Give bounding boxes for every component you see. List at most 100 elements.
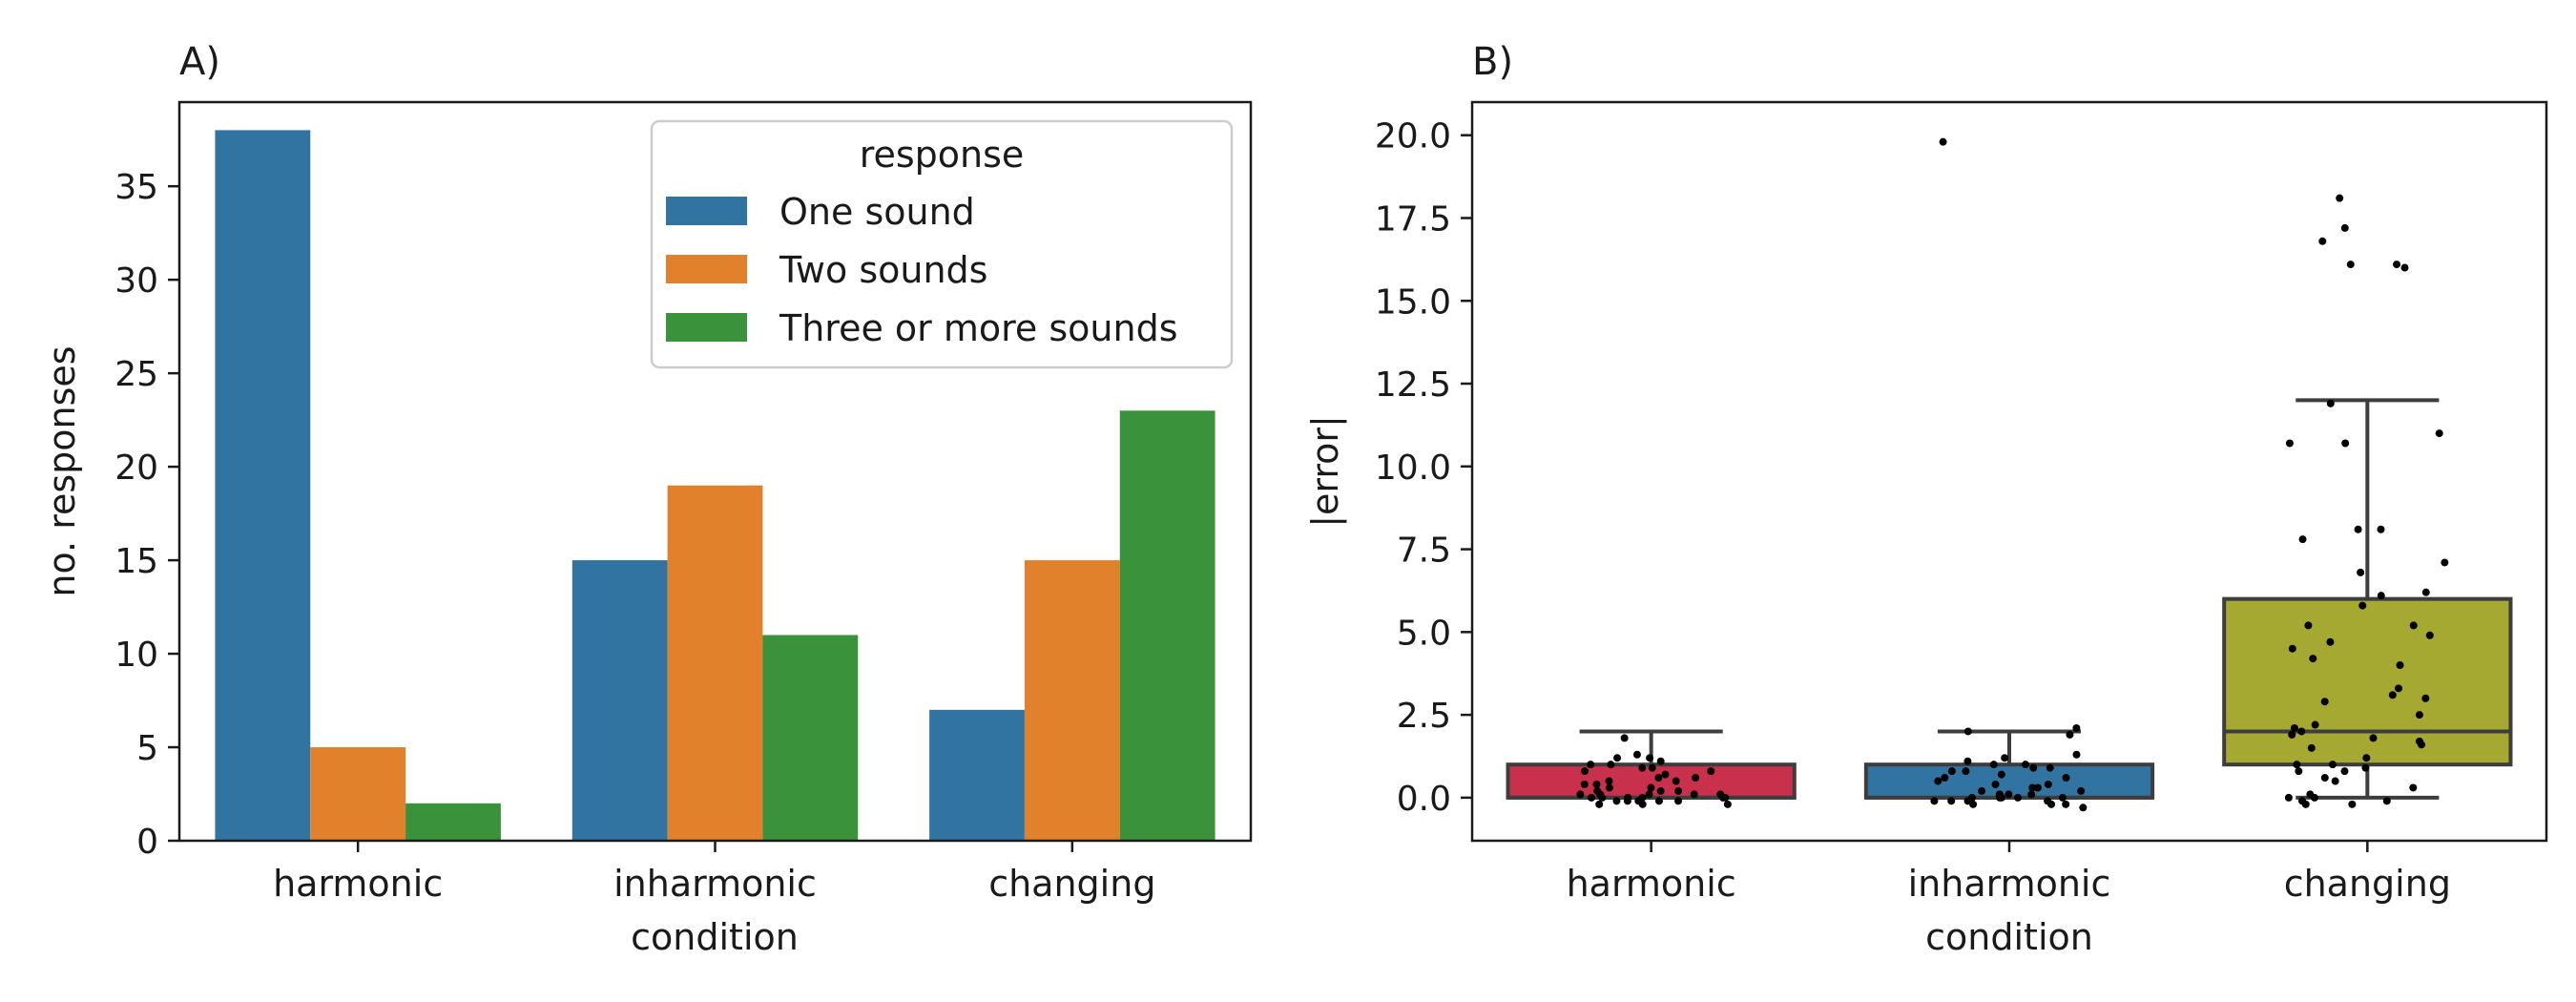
point-inharmonic	[2079, 804, 2088, 812]
point-harmonic	[1654, 774, 1663, 783]
point-changing	[2320, 774, 2329, 783]
bar-inharmonic-two-sounds	[667, 485, 763, 841]
point-changing	[2415, 711, 2423, 720]
legend-swatch-two-sounds	[666, 255, 747, 283]
y-tick-label: 10	[114, 636, 158, 675]
y-tick-label: 10.0	[1375, 449, 1451, 488]
point-inharmonic	[2005, 790, 2013, 799]
legend-swatch-one-sound	[666, 197, 747, 225]
point-changing	[2418, 741, 2426, 749]
point-harmonic	[1648, 763, 1656, 772]
point-changing	[2310, 793, 2318, 802]
bar-changing-two-sounds	[1024, 560, 1120, 841]
point-changing	[2328, 761, 2337, 769]
point-harmonic	[1576, 790, 1585, 799]
point-inharmonic	[1941, 774, 1949, 783]
bar-inharmonic-one-sound	[571, 560, 668, 841]
point-harmonic	[1588, 793, 1596, 802]
point-harmonic	[1692, 774, 1700, 783]
x-tick-label: inharmonic	[613, 863, 817, 905]
point-changing	[2441, 558, 2449, 567]
point-inharmonic	[1947, 797, 1956, 805]
bar-changing-three-or-more-sounds	[1119, 410, 1215, 841]
y-tick-label: 20	[114, 449, 158, 488]
point-changing	[2285, 439, 2294, 448]
point-harmonic	[1581, 767, 1589, 776]
bar-harmonic-three-or-more-sounds	[405, 803, 501, 841]
panel-b-x-axis-label: condition	[1925, 916, 2093, 958]
point-harmonic	[1620, 734, 1629, 742]
point-harmonic	[1605, 777, 1613, 785]
point-harmonic	[1718, 793, 1727, 802]
panel-a-x-axis-label: condition	[631, 916, 799, 958]
point-changing	[2421, 694, 2430, 702]
point-inharmonic	[1997, 770, 2005, 779]
point-changing	[2295, 767, 2303, 776]
point-changing	[2341, 439, 2350, 448]
point-inharmonic	[1947, 767, 1956, 776]
point-changing	[2297, 727, 2306, 736]
y-tick-label: 12.5	[1375, 365, 1451, 405]
point-harmonic	[1623, 797, 1631, 805]
point-harmonic	[1646, 754, 1654, 762]
point-changing	[2288, 730, 2296, 739]
point-changing	[2301, 800, 2310, 808]
point-inharmonic	[1963, 727, 1972, 736]
point-inharmonic	[2028, 783, 2037, 792]
y-tick-label: 20.0	[1375, 117, 1451, 157]
point-harmonic	[1638, 800, 1647, 808]
point-changing	[2377, 592, 2385, 600]
y-tick-label: 15.0	[1375, 282, 1451, 322]
bar-harmonic-one-sound	[215, 130, 311, 842]
point-changing	[2288, 644, 2296, 653]
point-changing	[2290, 723, 2298, 732]
point-harmonic	[1598, 793, 1607, 802]
point-harmonic	[1638, 763, 1647, 772]
point-inharmonic	[2066, 730, 2074, 739]
panel-b-box-plot: B) 0.0 2.5 5.0 7.5 10.0 12.5 15.0 17.5 20.0 harm…	[1304, 40, 2548, 958]
point-inharmonic	[1939, 137, 1947, 146]
bar-inharmonic-three-or-more-sounds	[762, 635, 859, 841]
point-changing	[2309, 655, 2317, 663]
panel-b-y-axis-label: |error|	[1304, 415, 1347, 528]
legend-swatch-three-or-more-sounds	[666, 313, 747, 342]
x-tick-label: harmonic	[273, 863, 443, 905]
point-changing	[2409, 783, 2418, 792]
point-inharmonic	[2029, 763, 2038, 772]
point-changing	[2284, 793, 2293, 802]
point-changing	[2298, 535, 2307, 544]
panel-a-y-ticks: 0 5 10 15 20 25 30 35	[114, 168, 179, 862]
point-harmonic	[1674, 797, 1683, 805]
point-inharmonic	[1991, 780, 2000, 788]
y-tick-label: 30	[114, 261, 158, 301]
y-tick-label: 7.5	[1397, 532, 1451, 571]
point-inharmonic	[2072, 750, 2081, 759]
point-inharmonic	[1978, 786, 1986, 795]
point-changing	[2358, 601, 2367, 610]
panel-a-bars	[215, 130, 1215, 842]
x-tick-label: changing	[988, 863, 1155, 905]
legend-label-one-sound: One sound	[779, 191, 975, 233]
point-changing	[2357, 568, 2365, 576]
point-harmonic	[1656, 786, 1665, 795]
panel-a-bar-chart: A) 0 5 10 15 20 25 30 35 harmonic inharmonic chan…	[41, 40, 1253, 958]
point-harmonic	[1612, 797, 1621, 805]
point-changing	[2354, 525, 2362, 533]
point-inharmonic	[2001, 754, 2009, 762]
point-harmonic	[1632, 750, 1641, 759]
point-changing	[2348, 800, 2357, 808]
point-harmonic	[1645, 790, 1653, 799]
point-changing	[2409, 621, 2418, 630]
panel-b-x-ticks: harmonic inharmonic changing	[1567, 841, 2451, 905]
point-changing	[2425, 631, 2434, 639]
x-tick-label: harmonic	[1567, 863, 1736, 905]
point-harmonic	[1674, 786, 1683, 795]
point-inharmonic	[2072, 723, 2081, 732]
panel-a-y-axis-label: no. responses	[41, 345, 83, 596]
point-harmonic	[1613, 754, 1622, 762]
point-harmonic	[1580, 780, 1589, 788]
point-harmonic	[1595, 800, 1604, 808]
point-inharmonic	[2046, 763, 2054, 772]
x-tick-label: changing	[2284, 863, 2451, 905]
